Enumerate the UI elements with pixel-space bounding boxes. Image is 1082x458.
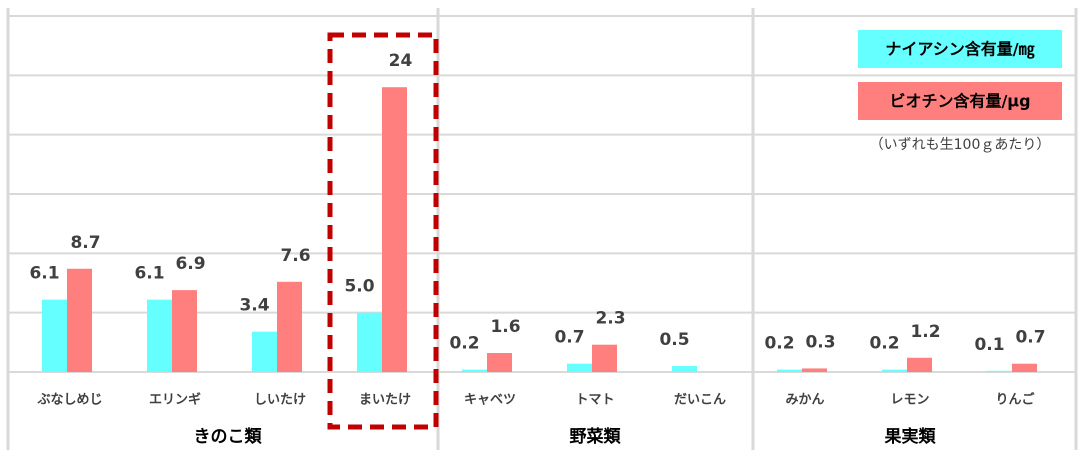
- bar: [147, 299, 172, 372]
- x-tick-label: まいたけ: [359, 393, 411, 408]
- data-label: 3.4: [239, 296, 269, 316]
- data-label: 1.6: [490, 317, 520, 337]
- bar: [987, 370, 1012, 372]
- bar: [67, 268, 92, 372]
- data-label: 0.7: [1015, 328, 1045, 348]
- group-label: 野菜類: [570, 427, 622, 447]
- data-label: 0.3: [805, 332, 835, 352]
- bar: [802, 368, 827, 372]
- bar: [777, 369, 802, 372]
- data-label: 1.2: [910, 322, 940, 342]
- bar: [172, 290, 197, 372]
- bar: [487, 353, 512, 372]
- bar: [882, 369, 907, 372]
- x-tick-label: キャベツ: [464, 393, 516, 408]
- bar: [277, 281, 302, 372]
- bar: [42, 299, 67, 372]
- x-tick-label: エリンギ: [149, 392, 201, 408]
- bar: [592, 344, 617, 372]
- x-tick-label: みかん: [785, 393, 824, 408]
- legend-label: ビオチン含有量/μg: [889, 92, 1030, 111]
- bar: [382, 87, 407, 372]
- bar: [672, 366, 697, 372]
- data-label: 0.2: [869, 334, 899, 354]
- group-label: きのこ類: [194, 427, 263, 447]
- data-label: 6.9: [175, 254, 205, 274]
- legend-label: ナイアシン含有量/㎎: [885, 40, 1034, 60]
- data-label: 6.1: [134, 264, 164, 284]
- x-tick-label: りんご: [995, 392, 1035, 408]
- group-label: 果実類: [885, 426, 937, 447]
- x-tick-label: だいこん: [674, 393, 726, 408]
- data-label: 0.2: [764, 334, 794, 354]
- bar: [462, 369, 487, 372]
- data-label: 7.6: [280, 246, 310, 266]
- x-tick-label: ぶなしめじ: [36, 393, 102, 408]
- bar: [252, 331, 277, 372]
- bar: [357, 312, 382, 372]
- x-tick-label: トマト: [575, 393, 614, 408]
- data-label: 5.0: [344, 277, 374, 297]
- data-label: 0.1: [974, 335, 1004, 355]
- legend-swatch: [858, 30, 1062, 68]
- bar: [567, 363, 592, 372]
- data-label: 24: [389, 51, 413, 71]
- x-tick-label: しいたけ: [254, 393, 306, 408]
- data-label: 6.1: [29, 264, 59, 284]
- bar: [907, 357, 932, 372]
- data-label: 0.5: [659, 330, 689, 350]
- data-label: 2.3: [595, 309, 625, 329]
- legend-swatch: [858, 82, 1062, 120]
- highlight-box: [327, 32, 439, 430]
- bar: [1012, 363, 1037, 372]
- data-label: 0.2: [449, 334, 479, 354]
- data-label: 0.7: [554, 328, 584, 348]
- annotation: （いずれも生100ｇあたり）: [870, 137, 1051, 153]
- x-tick-label: レモン: [890, 393, 929, 408]
- data-label: 8.7: [70, 233, 100, 253]
